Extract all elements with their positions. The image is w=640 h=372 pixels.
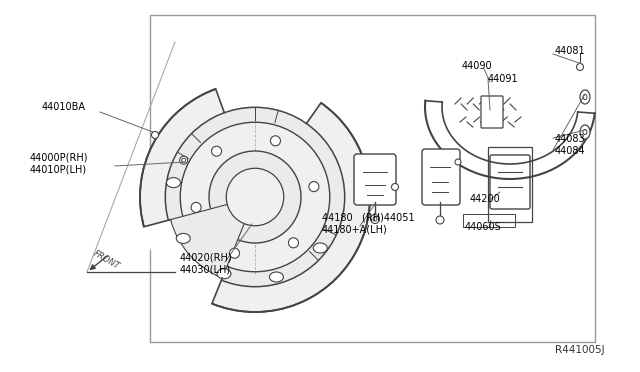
- Bar: [488, 147, 532, 222]
- Ellipse shape: [176, 233, 190, 243]
- Text: 44010BA: 44010BA: [42, 102, 86, 112]
- FancyBboxPatch shape: [422, 149, 460, 205]
- Ellipse shape: [583, 94, 587, 99]
- Text: 44010P(LH): 44010P(LH): [30, 164, 87, 174]
- Ellipse shape: [436, 216, 444, 224]
- Text: 44030(LH): 44030(LH): [180, 264, 231, 274]
- Ellipse shape: [309, 182, 319, 192]
- Ellipse shape: [392, 183, 399, 190]
- Text: 44090: 44090: [462, 61, 493, 71]
- Text: 44200: 44200: [470, 194, 500, 204]
- Ellipse shape: [152, 131, 159, 138]
- Bar: [150, 15, 595, 342]
- Ellipse shape: [140, 82, 370, 312]
- Ellipse shape: [271, 136, 280, 146]
- Text: 44084: 44084: [555, 146, 586, 156]
- Ellipse shape: [269, 272, 284, 282]
- FancyBboxPatch shape: [481, 96, 503, 128]
- Text: FRONT: FRONT: [92, 249, 122, 271]
- Ellipse shape: [455, 159, 461, 165]
- Text: 44081: 44081: [555, 46, 586, 56]
- FancyBboxPatch shape: [490, 155, 530, 209]
- Ellipse shape: [289, 238, 298, 248]
- Text: 44180   (RH)44051: 44180 (RH)44051: [322, 212, 415, 222]
- Ellipse shape: [182, 158, 186, 162]
- Ellipse shape: [313, 243, 327, 253]
- Ellipse shape: [577, 64, 584, 71]
- Text: 44083: 44083: [555, 134, 586, 144]
- Ellipse shape: [580, 125, 590, 139]
- Ellipse shape: [583, 129, 587, 135]
- Ellipse shape: [227, 168, 284, 226]
- Ellipse shape: [180, 156, 188, 164]
- Text: R441005J: R441005J: [555, 345, 605, 355]
- Ellipse shape: [165, 107, 345, 287]
- Text: 44091: 44091: [488, 74, 518, 84]
- Text: 44020(RH): 44020(RH): [180, 252, 232, 262]
- Wedge shape: [171, 197, 255, 278]
- Bar: [463, 214, 515, 227]
- Ellipse shape: [191, 202, 201, 212]
- Text: 44180+A(LH): 44180+A(LH): [322, 224, 388, 234]
- Ellipse shape: [180, 122, 330, 272]
- Ellipse shape: [166, 177, 180, 187]
- Ellipse shape: [371, 215, 380, 224]
- Ellipse shape: [373, 217, 377, 221]
- Wedge shape: [142, 197, 255, 305]
- Ellipse shape: [217, 269, 231, 279]
- Text: 44000P(RH): 44000P(RH): [30, 152, 88, 162]
- Wedge shape: [215, 80, 322, 197]
- FancyBboxPatch shape: [354, 154, 396, 205]
- Ellipse shape: [580, 90, 590, 104]
- Ellipse shape: [212, 146, 221, 156]
- Ellipse shape: [209, 151, 301, 243]
- Ellipse shape: [230, 248, 239, 258]
- Text: 44060S: 44060S: [465, 222, 502, 232]
